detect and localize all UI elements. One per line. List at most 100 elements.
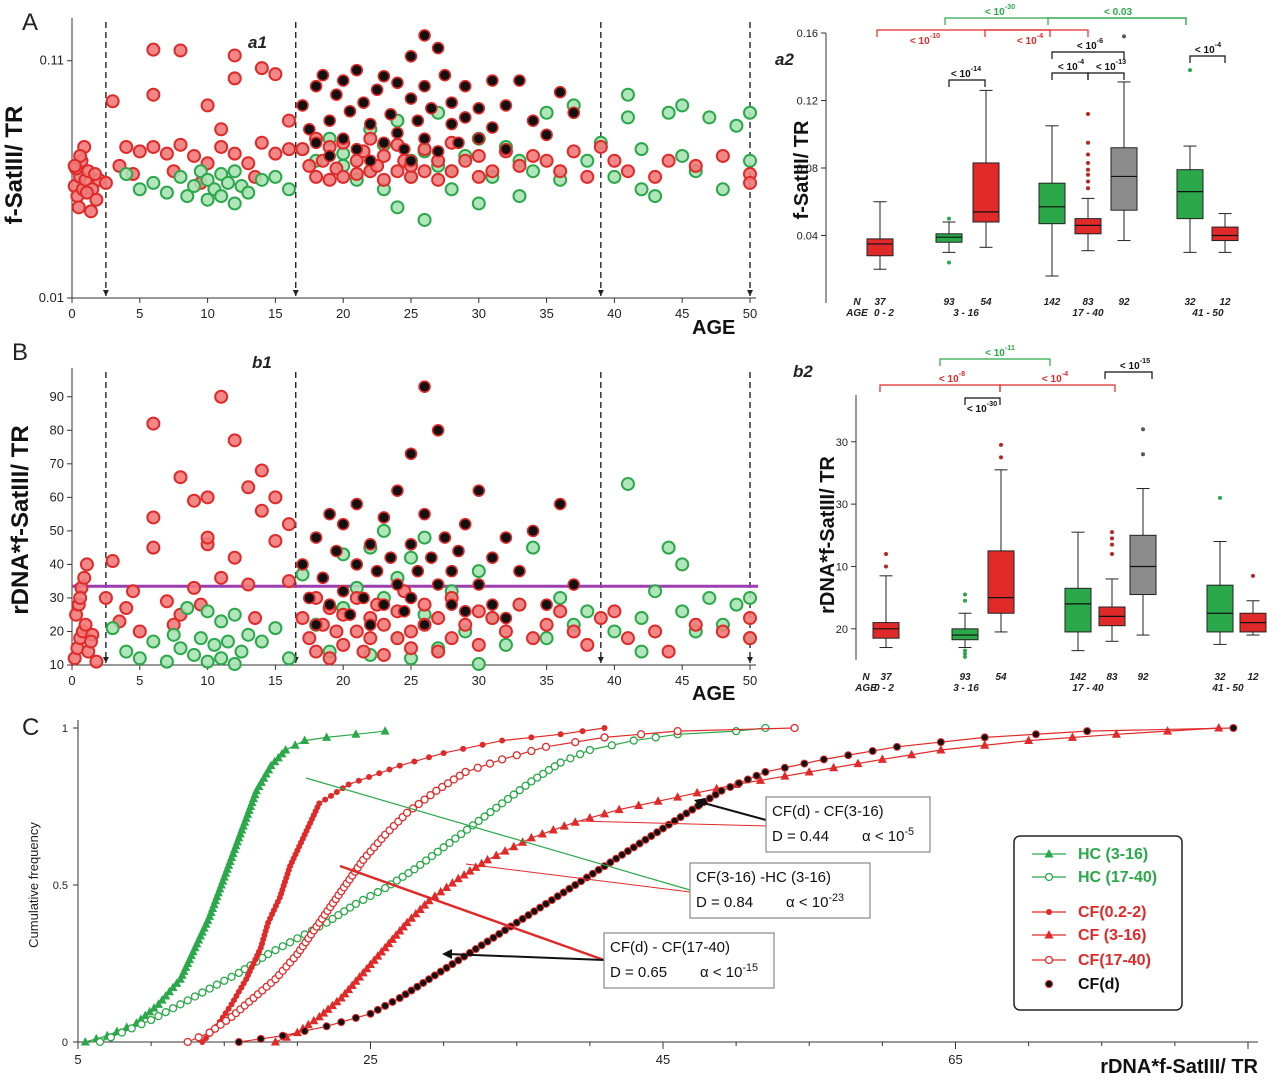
data-point-filled [440, 750, 447, 757]
data-point-red [159, 594, 174, 609]
data-point-black [780, 763, 789, 772]
data-point-black [540, 128, 553, 142]
significance-label: < 10-11 [985, 343, 1015, 359]
box-outlier [1086, 152, 1090, 157]
y-tick-label: 70 [50, 456, 64, 471]
data-point-green [471, 564, 486, 579]
divider-arrowhead [597, 657, 604, 663]
data-point-open [194, 1033, 203, 1042]
data-point-black [337, 1018, 346, 1027]
data-point-red [526, 148, 541, 163]
data-point-black [384, 551, 397, 565]
data-point-open [550, 762, 559, 771]
significance-label-exp: -14 [971, 64, 981, 73]
data-point-black [606, 858, 615, 867]
connector-red-thick [339, 864, 605, 962]
data-point-red [526, 631, 541, 646]
data-point-black [381, 1001, 390, 1010]
data-point-green [580, 153, 595, 168]
data-point-black [336, 74, 350, 87]
data-point-red [146, 87, 161, 102]
data-point-open [636, 730, 646, 739]
significance-label: < 10-30 [985, 2, 1015, 18]
data-point-green [729, 597, 744, 612]
data-point-open [414, 799, 423, 809]
data-point-red [471, 169, 486, 184]
data-point-green [417, 530, 432, 545]
data-point-red [715, 148, 730, 163]
x-tick-label: 65 [948, 1052, 962, 1067]
data-point-black [458, 79, 472, 93]
data-point-triangle [559, 821, 569, 830]
data-point-triangle [424, 895, 434, 905]
significance-label-base: < 10 [939, 374, 959, 385]
annotation-d-value: D = 0.44 [772, 828, 829, 845]
data-point-open [190, 992, 200, 1001]
data-point-black [676, 813, 685, 822]
data-point-red [159, 146, 174, 161]
data-point-red [512, 597, 527, 612]
box-outlier [1086, 140, 1090, 145]
box-outlier [1188, 68, 1192, 73]
data-point-red [648, 624, 663, 639]
box-n-label: 92 [1118, 297, 1130, 308]
data-point-black [688, 805, 697, 814]
annotation-box [765, 796, 931, 853]
legend-label: CF(17-40) [1078, 952, 1151, 969]
data-point-black [472, 101, 486, 115]
data-point-red [566, 624, 581, 639]
data-point-black [316, 571, 330, 585]
data-point-red [322, 172, 337, 187]
data-point-red [79, 185, 94, 200]
data-point-open [334, 910, 343, 920]
data-point-green [132, 182, 147, 197]
x-tick-label: 40 [607, 306, 621, 321]
data-point-red [417, 597, 432, 612]
data-point-triangle [614, 804, 624, 814]
data-point-open [473, 763, 482, 772]
data-point-open [212, 980, 222, 989]
data-point-red [485, 611, 500, 626]
y-tick-label: 20 [836, 624, 848, 636]
data-point-open [137, 1020, 146, 1029]
data-point-green [159, 185, 174, 200]
x-tick-label: 35 [539, 673, 553, 688]
data-point-open [427, 851, 437, 861]
data-point-red [336, 169, 351, 184]
significance-label-exp: -11 [1005, 343, 1015, 352]
significance-label-base: < 0.03 [1104, 7, 1133, 18]
data-point-filled [225, 1005, 232, 1012]
age-group-label: 0 - 2 [874, 308, 894, 319]
data-point-red [227, 550, 242, 565]
data-point-black [438, 68, 452, 82]
chart-b1-scatter: 0 5 10 15 20 25 30 35 40 45 50 10 20 30 40 50 60 70 80 90 AG… [7, 368, 758, 705]
box-outlier [884, 552, 888, 556]
data-point-green [675, 148, 690, 163]
data-point-triangle [1214, 723, 1224, 732]
divider-arrowhead [747, 657, 753, 663]
data-point-black [524, 911, 533, 920]
data-point-black [980, 733, 989, 742]
data-point-red [146, 42, 161, 57]
data-point-black [670, 816, 679, 825]
data-point-green [281, 182, 296, 197]
data-point-red [593, 139, 608, 154]
data-point-black [336, 517, 350, 531]
data-point-black [629, 843, 638, 852]
x-tick-label: 20 [336, 306, 350, 321]
data-point-black [343, 104, 357, 118]
data-point-black [309, 136, 323, 150]
data-point-red [620, 164, 635, 179]
data-point-black [364, 537, 377, 551]
data-point-triangle [459, 869, 469, 879]
data-point-black [547, 896, 556, 905]
data-point-red [105, 94, 120, 109]
data-point-triangle [634, 800, 644, 809]
data-point-green [180, 601, 195, 615]
data-point-open [461, 767, 470, 777]
x-tick-label: 5 [136, 673, 143, 688]
data-point-black [350, 558, 364, 571]
data-point-red [241, 156, 256, 171]
data-point-red [173, 137, 188, 152]
x-tick-label: 10 [200, 673, 214, 688]
